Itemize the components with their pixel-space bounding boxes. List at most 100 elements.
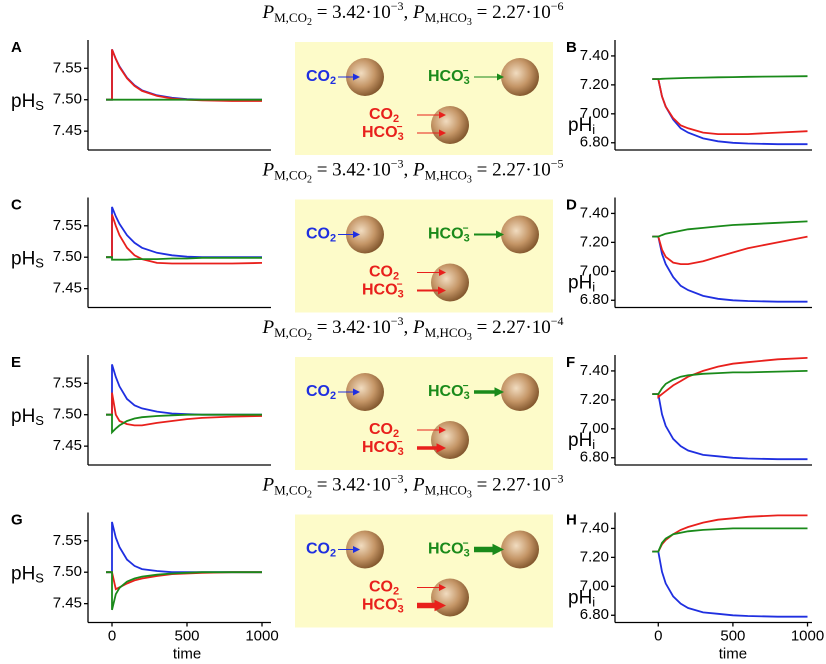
y-tick-label: 6.80 (580, 291, 609, 308)
row-title-part: P (261, 160, 274, 181)
co2-label-part: 2 (393, 586, 399, 598)
y-axis-label: pHS (11, 564, 44, 586)
hco3-label-part: 3 (398, 446, 404, 458)
row-title-part: P (412, 317, 425, 338)
x-tick-label: 1000 (791, 627, 824, 644)
y-tick-label: 7.20 (580, 233, 609, 250)
series-line (652, 550, 808, 618)
y-axis-label-part: S (35, 571, 44, 586)
hco3-label-part: 3 (464, 390, 470, 402)
arrow-head (353, 73, 360, 81)
row-title-part: M,CO (274, 167, 307, 182)
panel-letter: E (11, 354, 21, 371)
hco3-label-part: − (463, 538, 469, 549)
row-title-part: 2 (307, 17, 312, 28)
y-axis-label-part: S (35, 98, 44, 113)
y-axis-label: pHi (568, 273, 595, 295)
arrow-head (434, 599, 446, 612)
row-title-part: P (261, 475, 274, 496)
series-line (652, 357, 808, 399)
row-title-part: 3 (467, 490, 472, 501)
row-title-part: M,CO (274, 325, 307, 340)
arrow-head (439, 584, 446, 591)
arrow-head (353, 546, 360, 553)
arrow-head (492, 543, 504, 556)
hco3-label-part: HCO (362, 597, 398, 614)
row-title-part: −3 (391, 314, 404, 328)
row-title-part: = 2.27·10 (472, 475, 551, 496)
co2-label: CO2 (369, 264, 399, 283)
row-title-part: −5 (551, 156, 564, 170)
row-title-part: , (404, 475, 414, 496)
row-title-part: , (404, 2, 414, 23)
row-title-part: 2 (307, 175, 312, 186)
y-tick-label: 7.45 (53, 595, 82, 612)
row-title-part: = 3.42·10 (312, 2, 391, 23)
co2-label-part: CO (306, 383, 330, 400)
y-tick-label: 7.40 (580, 204, 609, 221)
hco3-label-part: HCO (428, 226, 464, 243)
y-tick-label: 7.00 (580, 577, 609, 594)
cell (501, 215, 539, 254)
hco3-label: HCO3− (362, 437, 404, 458)
cell (431, 578, 469, 617)
y-axis-label: pHS (11, 91, 44, 113)
co2-label-part: CO (369, 264, 393, 281)
row-title-part: 3 (467, 332, 472, 343)
series-line (652, 235, 808, 265)
y-tick-label: 6.80 (580, 449, 609, 466)
y-axis-label-part: pH (568, 430, 592, 451)
row-title-part: P (412, 475, 425, 496)
y-tick-label: 7.45 (53, 280, 82, 297)
row-title: PM,CO2 = 3.42·10−3, PM,HCO3 = 2.27·10−4 (261, 314, 563, 344)
co2-label-part: 2 (330, 75, 336, 87)
y-tick-label: 7.55 (53, 217, 82, 234)
row-title-part: = 3.42·10 (312, 160, 391, 181)
co2-label-part: 2 (393, 113, 399, 125)
y-axis-label-part: i (592, 280, 595, 295)
panel-letter: D (566, 196, 577, 213)
row-title-part: −3 (551, 471, 564, 485)
y-axis-label-part: pH (568, 273, 592, 294)
co2-label-part: CO (369, 106, 393, 123)
series-line (652, 75, 808, 80)
hco3-label: HCO3− (362, 594, 404, 615)
row-title: PM,CO2 = 3.42·10−3, PM,HCO3 = 2.27·10−3 (261, 471, 563, 501)
panel-letter: H (566, 511, 577, 528)
row-title-part: P (261, 2, 274, 23)
diagram-box (295, 357, 553, 470)
diagram-box (295, 199, 553, 313)
hco3-label-part: 3 (398, 604, 404, 616)
hco3-label: HCO3− (362, 122, 404, 143)
y-axis-label-part: S (35, 256, 44, 271)
y-axis-label-part: i (592, 595, 595, 610)
row-title-part: 2 (307, 490, 312, 501)
cell (501, 530, 539, 569)
y-tick-label: 7.00 (580, 262, 609, 279)
hco3-label-part: − (463, 66, 469, 77)
y-tick-label: 6.80 (580, 134, 609, 151)
panel-letter: C (11, 196, 22, 213)
row-title-part: −3 (391, 471, 404, 485)
hco3-label-part: HCO (362, 124, 398, 141)
hco3-label: HCO3− (428, 66, 470, 87)
hco3-label-part: − (397, 122, 403, 133)
y-axis-label: pHi (568, 588, 595, 610)
co2-label-part: 2 (330, 548, 336, 560)
row-title: PM,CO2 = 3.42·10−3, PM,HCO3 = 2.27·10−5 (261, 156, 563, 186)
arrow-head (439, 426, 446, 434)
y-axis-label-part: pH (11, 91, 35, 112)
y-tick-label: 7.20 (580, 391, 609, 408)
y-axis-label-part: pH (11, 564, 35, 585)
co2-label: CO2 (369, 421, 399, 440)
y-tick-label: 7.45 (53, 122, 82, 139)
cell (431, 263, 469, 302)
y-axis-label-part: pH (11, 249, 35, 270)
co2-label: CO2 (306, 68, 336, 87)
row-title-part: , (404, 160, 414, 181)
series-line (106, 256, 262, 261)
y-tick-label: 7.20 (580, 548, 609, 565)
y-axis-label-part: i (592, 437, 595, 452)
row-title-part: , (404, 317, 414, 338)
